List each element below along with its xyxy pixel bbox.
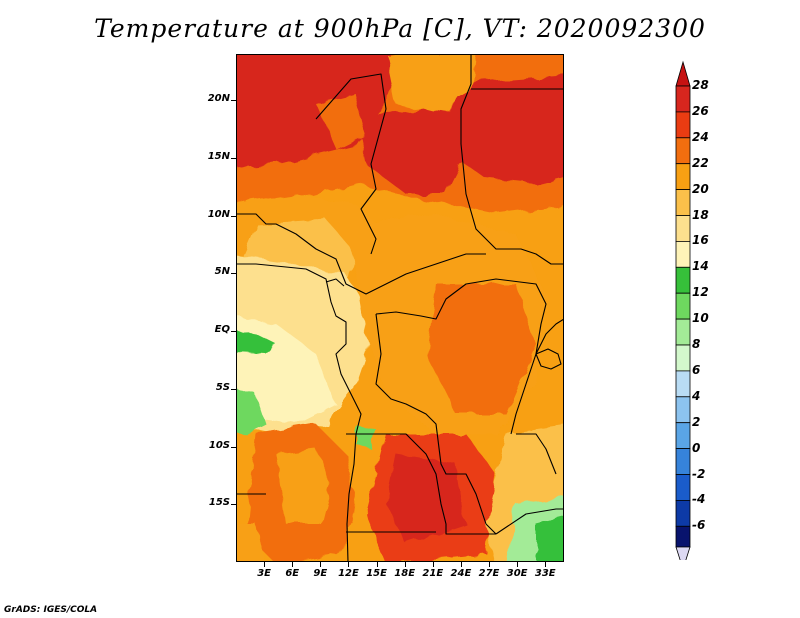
lon-tick-label: 24E	[450, 568, 472, 579]
colorbar-swatch	[675, 85, 691, 113]
colorbar-level-label: 12	[692, 285, 709, 300]
colorbar-swatch	[675, 163, 691, 190]
lat-tick-mark	[231, 100, 236, 102]
colorbar-swatch	[675, 189, 691, 216]
lon-tick-mark	[376, 562, 378, 567]
lon-tick-label: 27E	[478, 568, 500, 579]
colorbar-level-label: 14	[692, 259, 709, 274]
lon-tick-mark	[292, 562, 294, 567]
lon-tick-label: 6E	[285, 568, 300, 579]
colorbar-top-cap	[675, 60, 691, 87]
colorbar-level-label: -6	[692, 518, 706, 533]
lon-tick-label: 12E	[338, 568, 359, 579]
temperature-map	[236, 54, 564, 562]
lon-tick-mark	[460, 562, 462, 567]
lon-tick-label: 33E	[534, 568, 556, 579]
colorbar	[675, 60, 691, 560]
colorbar-level-label: 16	[692, 233, 709, 248]
colorbar-level-label: 10	[692, 311, 709, 326]
colorbar-swatch	[675, 474, 691, 501]
map-title: Temperature at 900hPa [C], VT: 202009230…	[94, 14, 706, 43]
lat-tick-mark	[231, 504, 236, 506]
lon-tick-label: 21E	[422, 568, 444, 579]
lat-tick-mark	[231, 157, 236, 159]
colorbar-level-label: 0	[692, 440, 701, 455]
lat-tick-label: 20N	[207, 93, 230, 105]
colorbar-swatch	[675, 396, 691, 424]
lon-tick-mark	[404, 562, 406, 567]
lat-tick-label: 15S	[208, 497, 230, 509]
colorbar-swatch	[675, 344, 691, 372]
lat-tick-mark	[231, 388, 236, 390]
lat-tick-mark	[231, 215, 236, 217]
colorbar-level-label: 4	[692, 388, 701, 403]
lon-tick-label: 15E	[366, 568, 387, 579]
lat-tick-label: 15N	[207, 150, 230, 162]
colorbar-swatch	[675, 266, 691, 294]
colorbar-level-label: 6	[692, 362, 701, 377]
lon-tick-mark	[489, 562, 491, 567]
colorbar-level-label: 18	[692, 207, 709, 222]
lon-tick-label: 18E	[394, 568, 416, 579]
lon-tick-label: 3E	[257, 568, 271, 579]
lat-tick-label: 5N	[214, 266, 230, 278]
colorbar-bottom-cap	[675, 546, 691, 560]
colorbar-swatch	[675, 215, 691, 242]
colorbar-level-label: 8	[692, 337, 701, 351]
colorbar-swatch	[675, 137, 691, 165]
colorbar-swatch	[675, 292, 691, 320]
lon-tick-mark	[545, 562, 547, 567]
colorbar-level-label: 24	[692, 129, 709, 144]
colorbar-swatch	[675, 422, 691, 450]
lat-tick-label: 10N	[207, 208, 230, 220]
lon-tick-mark	[517, 562, 519, 567]
colorbar-level-label: -4	[692, 492, 706, 507]
lon-tick-mark	[348, 562, 350, 567]
lon-tick-mark	[320, 562, 322, 567]
colorbar-swatch	[675, 240, 691, 268]
colorbar-swatch	[675, 318, 691, 346]
colorbar-level-label: 22	[692, 155, 709, 170]
colorbar-level-label: -2	[692, 466, 706, 481]
colorbar-level-label: 26	[692, 103, 709, 118]
colorbar-level-label: 28	[692, 78, 709, 92]
colorbar-swatch	[675, 370, 691, 398]
grads-credit: GrADS: IGES/COLA	[4, 605, 98, 615]
colorbar-swatch	[675, 525, 691, 548]
colorbar-level-label: 2	[692, 414, 701, 429]
lat-tick-label: 5S	[215, 381, 230, 393]
colorbar-swatch	[675, 448, 691, 475]
lat-tick-mark	[231, 446, 236, 448]
lat-tick-label: 10S	[208, 439, 230, 451]
lat-tick-mark	[231, 273, 236, 275]
country-borders	[236, 54, 564, 562]
lat-tick-label: EQ	[214, 324, 230, 336]
temperature-field	[236, 54, 564, 562]
lon-tick-mark	[264, 562, 266, 567]
colorbar-level-label: 20	[692, 181, 709, 196]
lon-tick-label: 30E	[506, 568, 528, 579]
colorbar-swatch	[675, 111, 691, 139]
lat-tick-mark	[231, 331, 236, 333]
lon-tick-mark	[432, 562, 434, 567]
colorbar-swatch	[675, 499, 691, 527]
lon-tick-label: 9E	[313, 568, 328, 579]
